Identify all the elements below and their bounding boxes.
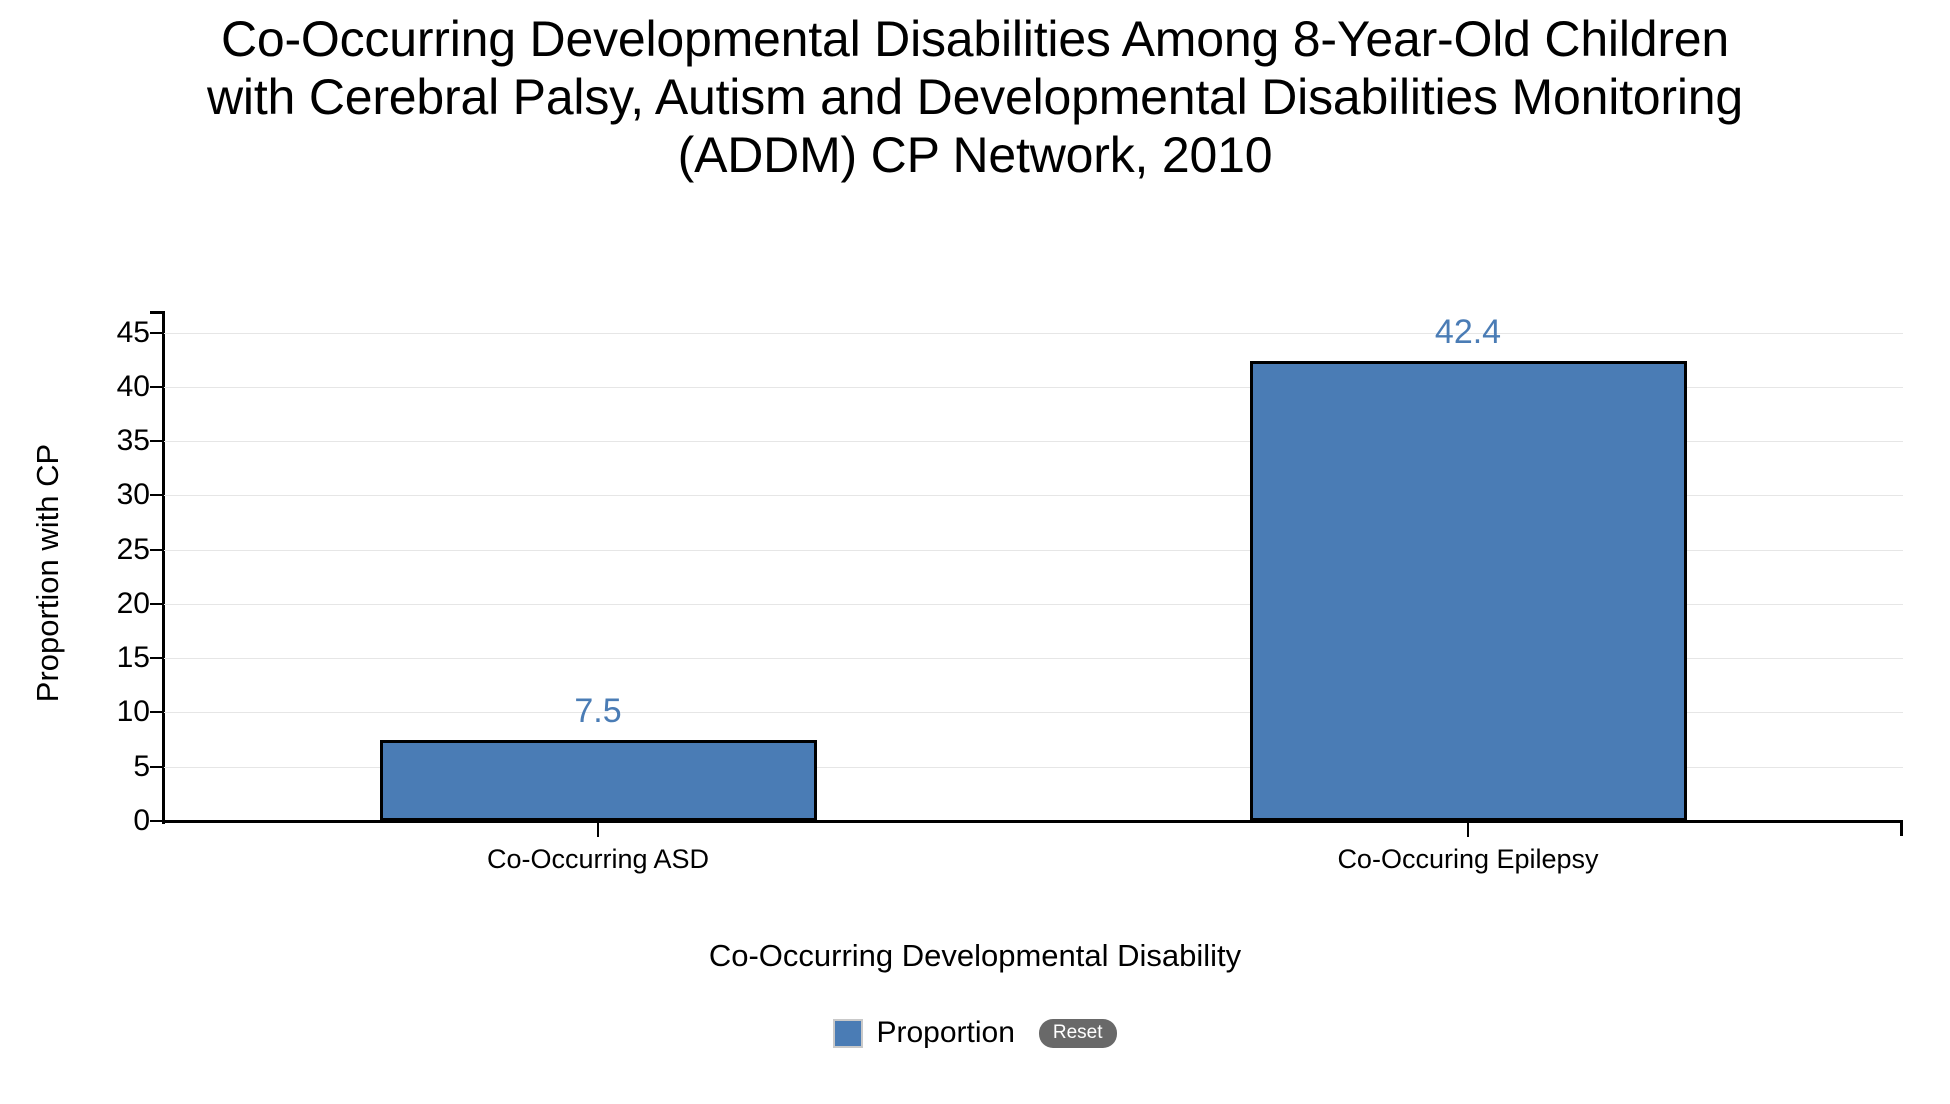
- gridline-20: [163, 603, 1903, 605]
- x-tick-label-0: Co-Occurring ASD: [486, 844, 710, 874]
- gridline-15: [163, 658, 1903, 660]
- x-tick-0: [597, 823, 599, 837]
- y-tick-label-40: 40: [116, 369, 150, 403]
- y-axis-title: Proportion with CP: [30, 443, 65, 703]
- bar-value-label-1: 42.4: [1434, 312, 1502, 351]
- y-tick-label-45: 45: [116, 315, 150, 349]
- y-tick-label-35: 35: [116, 424, 150, 458]
- y-tick-45: [150, 331, 164, 334]
- bar-1[interactable]: [1249, 360, 1687, 821]
- y-axis-line: [162, 311, 165, 824]
- x-axis-line: [163, 820, 1903, 823]
- y-tick-0: [150, 820, 164, 822]
- y-tick-label-25: 25: [116, 532, 150, 566]
- legend-label-proportion[interactable]: Proportion: [876, 1016, 1015, 1049]
- chart-legend: Proportion Reset: [0, 1018, 1950, 1048]
- gridline-40: [163, 386, 1903, 388]
- gridline-30: [163, 495, 1903, 497]
- bar-value-label-0: 7.5: [574, 691, 622, 730]
- y-axis-top-cap: [150, 311, 164, 314]
- y-tick-25: [150, 548, 164, 551]
- y-tick-label-5: 5: [133, 749, 150, 783]
- y-tick-20: [150, 602, 164, 605]
- y-tick-35: [150, 440, 164, 443]
- y-tick-40: [150, 385, 164, 388]
- y-tick-label-15: 15: [116, 641, 150, 675]
- y-tick-label-30: 30: [116, 478, 150, 512]
- y-tick-label-20: 20: [116, 586, 150, 620]
- gridline-25: [163, 549, 1903, 551]
- reset-button[interactable]: Reset: [1038, 1018, 1117, 1048]
- x-tick-1: [1467, 823, 1469, 837]
- y-tick-30: [150, 494, 164, 497]
- y-tick-label-10: 10: [116, 695, 150, 729]
- y-tick-5: [150, 765, 164, 768]
- gridline-45: [163, 332, 1903, 334]
- x-tick-label-1: Co-Occuring Epilepsy: [1337, 844, 1599, 874]
- bar-0[interactable]: [379, 739, 817, 821]
- chart-title: Co-Occurring Developmental Disabilities …: [207, 11, 1743, 183]
- y-tick-10: [150, 711, 164, 714]
- plot-area: [163, 311, 1903, 822]
- y-tick-label-0: 0: [133, 804, 150, 837]
- x-axis-title: Co-Occurring Developmental Disability: [708, 938, 1242, 973]
- gridline-10: [163, 712, 1903, 714]
- gridline-35: [163, 441, 1903, 443]
- x-axis-right-cap: [1900, 820, 1903, 836]
- y-tick-15: [150, 657, 164, 660]
- legend-swatch-proportion[interactable]: [833, 1018, 864, 1048]
- gridline-5: [163, 766, 1903, 768]
